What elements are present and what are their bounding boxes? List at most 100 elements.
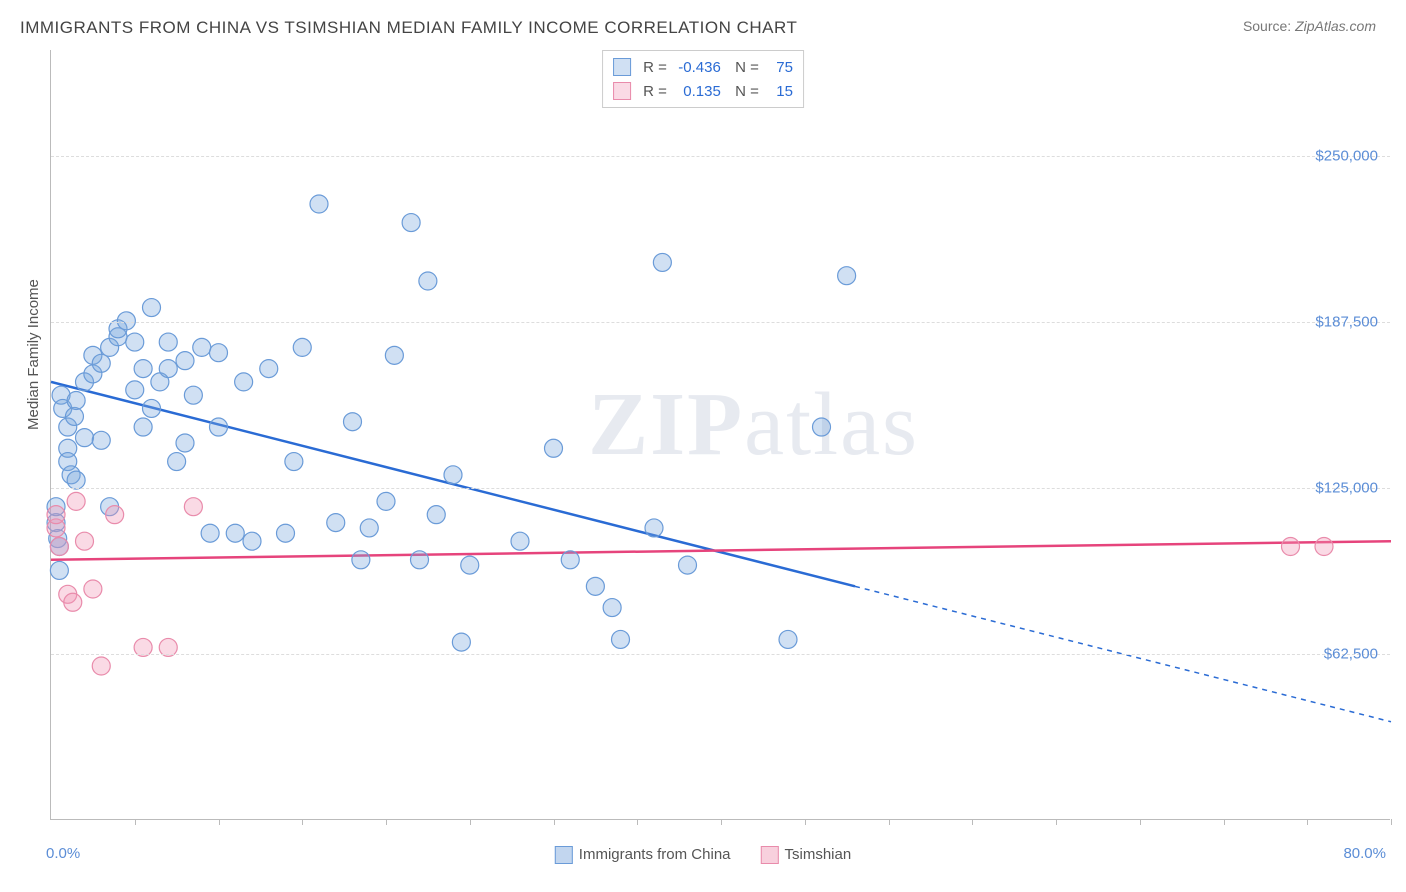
- x-tick-mark: [805, 819, 806, 825]
- data-point: [168, 453, 186, 471]
- data-point: [293, 338, 311, 356]
- plot-area: ZIPatlas $62,500$125,000$187,500$250,000: [50, 50, 1390, 820]
- data-point: [327, 514, 345, 532]
- x-tick-mark: [1391, 819, 1392, 825]
- gridline: [51, 322, 1390, 323]
- data-point: [243, 532, 261, 550]
- data-point: [260, 360, 278, 378]
- series-legend: Immigrants from China Tsimshian: [555, 846, 851, 864]
- data-point: [545, 439, 563, 457]
- legend-swatch: [613, 58, 631, 76]
- x-axis-max-label: 80.0%: [1343, 845, 1386, 862]
- data-point: [226, 524, 244, 542]
- x-tick-mark: [386, 819, 387, 825]
- data-point: [67, 492, 85, 510]
- data-point: [452, 633, 470, 651]
- x-axis-min-label: 0.0%: [46, 845, 80, 862]
- data-point: [126, 381, 144, 399]
- data-point: [402, 214, 420, 232]
- data-point: [193, 338, 211, 356]
- x-tick-mark: [1140, 819, 1141, 825]
- data-point: [47, 506, 65, 524]
- data-point: [159, 333, 177, 351]
- x-tick-mark: [470, 819, 471, 825]
- x-tick-mark: [637, 819, 638, 825]
- x-tick-mark: [1307, 819, 1308, 825]
- data-point: [117, 312, 135, 330]
- data-point: [210, 344, 228, 362]
- legend-r-value: 0.135: [673, 83, 721, 100]
- data-point: [235, 373, 253, 391]
- correlation-legend: R = -0.436 N = 75 R = 0.135 N = 15: [602, 50, 804, 108]
- gridline: [51, 654, 1390, 655]
- data-point: [377, 492, 395, 510]
- data-point: [1315, 538, 1333, 556]
- x-tick-mark: [721, 819, 722, 825]
- data-point: [106, 506, 124, 524]
- data-point: [201, 524, 219, 542]
- data-point: [838, 267, 856, 285]
- legend-item-label: Tsimshian: [785, 846, 852, 863]
- x-tick-mark: [1056, 819, 1057, 825]
- y-tick-label: $125,000: [1315, 480, 1378, 497]
- data-point: [612, 630, 630, 648]
- data-point: [210, 418, 228, 436]
- data-point: [411, 551, 429, 569]
- legend-n-value: 15: [765, 83, 793, 100]
- data-point: [143, 299, 161, 317]
- legend-row: R = 0.135 N = 15: [613, 79, 793, 103]
- x-tick-mark: [302, 819, 303, 825]
- data-point: [50, 561, 68, 579]
- legend-r-value: -0.436: [673, 59, 721, 76]
- data-point: [779, 630, 797, 648]
- legend-n-label: N =: [727, 59, 759, 76]
- data-point: [813, 418, 831, 436]
- data-point: [134, 418, 152, 436]
- legend-n-value: 75: [765, 59, 793, 76]
- legend-r-label: R =: [643, 59, 667, 76]
- data-point: [184, 498, 202, 516]
- data-point: [92, 431, 110, 449]
- data-point: [176, 434, 194, 452]
- data-point: [159, 360, 177, 378]
- data-point: [76, 429, 94, 447]
- y-tick-label: $250,000: [1315, 148, 1378, 165]
- x-tick-mark: [1224, 819, 1225, 825]
- data-point: [352, 551, 370, 569]
- data-point: [84, 580, 102, 598]
- source-label: Source:: [1243, 18, 1291, 34]
- data-point: [645, 519, 663, 537]
- legend-r-label: R =: [643, 83, 667, 100]
- data-point: [176, 352, 194, 370]
- data-point: [92, 657, 110, 675]
- data-point: [427, 506, 445, 524]
- data-point: [1282, 538, 1300, 556]
- data-point: [184, 386, 202, 404]
- data-point: [360, 519, 378, 537]
- chart-svg: [51, 50, 1390, 819]
- y-tick-label: $187,500: [1315, 314, 1378, 331]
- chart-title: IMMIGRANTS FROM CHINA VS TSIMSHIAN MEDIA…: [20, 18, 797, 38]
- data-point: [50, 538, 68, 556]
- data-point: [310, 195, 328, 213]
- data-point: [586, 577, 604, 595]
- data-point: [653, 253, 671, 271]
- data-point: [385, 346, 403, 364]
- gridline: [51, 488, 1390, 489]
- y-tick-label: $62,500: [1324, 646, 1378, 663]
- legend-n-label: N =: [727, 83, 759, 100]
- legend-item-label: Immigrants from China: [579, 846, 731, 863]
- data-point: [67, 471, 85, 489]
- data-point: [67, 391, 85, 409]
- data-point: [143, 399, 161, 417]
- legend-swatch: [613, 82, 631, 100]
- gridline: [51, 156, 1390, 157]
- source-attribution: Source: ZipAtlas.com: [1243, 18, 1376, 34]
- data-point: [277, 524, 295, 542]
- data-point: [561, 551, 579, 569]
- legend-swatch: [555, 846, 573, 864]
- data-point: [679, 556, 697, 574]
- data-point: [344, 413, 362, 431]
- x-tick-mark: [135, 819, 136, 825]
- data-point: [92, 354, 110, 372]
